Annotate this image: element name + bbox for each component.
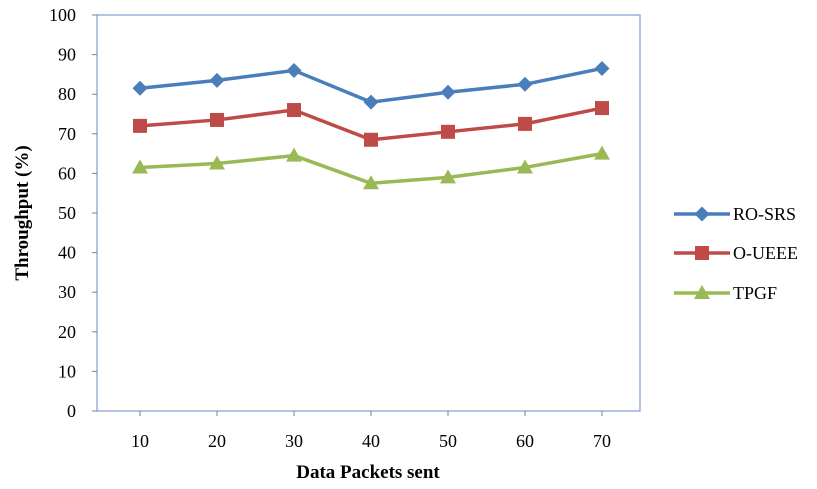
x-tick-label: 20 xyxy=(208,431,226,451)
data-point-o-ueee xyxy=(210,112,224,127)
y-tick-label: 10 xyxy=(58,361,76,381)
y-tick-label: 70 xyxy=(58,124,76,144)
y-tick-label: 90 xyxy=(58,45,76,65)
series-o-ueee xyxy=(133,101,609,147)
x-tick-label: 60 xyxy=(516,431,534,451)
data-point-o-ueee xyxy=(364,132,378,147)
legend: RO-SRS O-UEEE TPGF xyxy=(674,204,798,303)
x-tick-label: 30 xyxy=(285,431,303,451)
x-tick-label: 40 xyxy=(362,431,380,451)
data-point-tpgf xyxy=(594,145,610,160)
data-point-ro-srs xyxy=(440,84,456,100)
legend-marker xyxy=(694,206,710,222)
y-tick-label: 50 xyxy=(58,203,76,223)
y-tick-label: 80 xyxy=(58,84,76,104)
y-tick-label: 100 xyxy=(49,5,76,25)
data-point-ro-srs xyxy=(517,76,533,92)
data-point-o-ueee xyxy=(595,101,609,116)
x-axis-title: Data Packets sent xyxy=(296,462,440,483)
series-layer xyxy=(132,60,610,190)
data-point-tpgf xyxy=(517,159,533,174)
data-point-ro-srs xyxy=(132,80,148,96)
y-axis-title: Throughput (%) xyxy=(12,145,33,280)
legend-label: RO-SRS xyxy=(733,204,796,224)
plot-area xyxy=(96,14,641,412)
x-tick-label: 50 xyxy=(439,431,457,451)
data-point-o-ueee xyxy=(133,118,147,133)
legend-item-ro-srs: RO-SRS xyxy=(674,204,796,224)
x-tick-label: 10 xyxy=(131,431,149,451)
data-point-ro-srs xyxy=(594,60,610,76)
data-point-tpgf xyxy=(363,175,379,190)
y-tick-label: 60 xyxy=(58,163,76,183)
legend-item-o-ueee: O-UEEE xyxy=(674,243,798,263)
data-point-tpgf xyxy=(132,159,148,174)
legend-item-tpgf: TPGF xyxy=(674,283,777,303)
data-point-ro-srs xyxy=(286,62,302,78)
y-tick-label: 0 xyxy=(67,401,76,421)
legend-marker xyxy=(694,285,710,299)
data-point-tpgf xyxy=(209,155,225,170)
data-point-o-ueee xyxy=(518,116,532,131)
x-axis-ticks: 10 20 30 40 50 60 70 xyxy=(131,411,611,451)
y-tick-label: 20 xyxy=(58,322,76,342)
x-tick-label: 70 xyxy=(593,431,611,451)
data-point-tpgf xyxy=(286,147,302,162)
data-point-ro-srs xyxy=(209,72,225,88)
legend-label: O-UEEE xyxy=(733,243,798,263)
data-point-tpgf xyxy=(440,169,456,184)
series-ro-srs xyxy=(132,60,610,110)
legend-label: TPGF xyxy=(733,283,777,303)
data-point-o-ueee xyxy=(441,124,455,139)
data-point-ro-srs xyxy=(363,94,379,110)
data-point-o-ueee xyxy=(287,103,301,118)
y-tick-label: 30 xyxy=(58,282,76,302)
y-tick-label: 40 xyxy=(58,243,76,263)
legend-marker xyxy=(695,246,709,260)
y-axis-ticks: 0 10 20 30 40 50 60 70 80 90 100 xyxy=(49,5,97,421)
series-tpgf xyxy=(132,145,610,190)
